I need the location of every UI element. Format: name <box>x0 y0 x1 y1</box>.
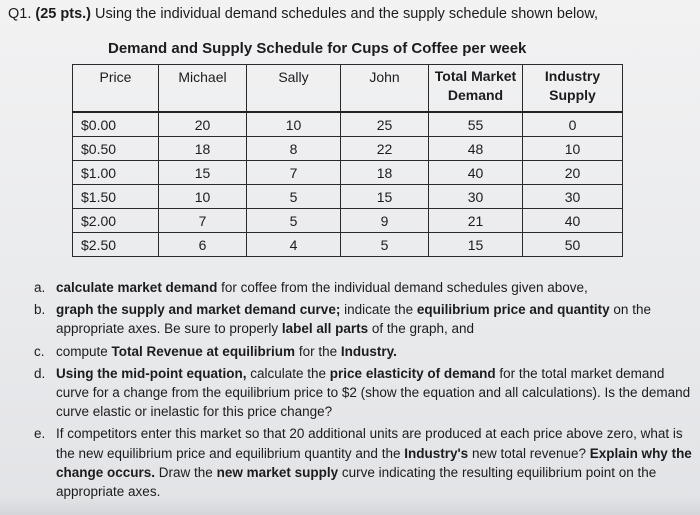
cell-price: $1.50 <box>72 184 159 209</box>
cell-total: 15 <box>428 232 523 257</box>
task-text-bold: Industry's <box>404 445 469 461</box>
table-row: $0.00 20 10 25 55 0 <box>72 111 623 137</box>
task-a: a. calculate market demand for coffee fr… <box>34 278 694 297</box>
col-header-price: Price <box>72 64 159 113</box>
cell-michael: 6 <box>158 232 247 257</box>
cell-michael: 7 <box>158 208 247 233</box>
cell-michael: 15 <box>158 160 247 185</box>
cell-michael: 10 <box>158 184 247 209</box>
cell-michael: 20 <box>158 111 247 137</box>
task-text-bold: calculate market demand <box>56 280 218 295</box>
task-text: curve indicating the resulting equilibri… <box>56 464 657 500</box>
task-text-bold: Industry. <box>340 343 397 359</box>
task-text-bold: Using the mid-point equation, <box>56 365 247 381</box>
cell-price: $0.50 <box>72 136 159 161</box>
cell-price: $2.50 <box>72 232 159 257</box>
cell-sally: 7 <box>246 160 341 185</box>
cell-supply: 50 <box>522 232 623 257</box>
task-list: a. calculate market demand for coffee fr… <box>34 278 694 504</box>
task-e: e. If competitors enter this market so t… <box>34 424 694 501</box>
question-prompt: Using the individual demand schedules an… <box>95 6 599 22</box>
cell-total: 55 <box>428 111 523 137</box>
cell-supply: 10 <box>522 136 623 161</box>
schedule-table: Price Michael Sally John Total Market De… <box>72 64 623 257</box>
cell-sally: 10 <box>246 111 341 137</box>
cell-sally: 5 <box>246 208 341 233</box>
cell-michael: 18 <box>158 136 247 161</box>
task-b: b. graph the supply and market demand cu… <box>34 300 694 338</box>
task-marker: b. <box>34 302 46 318</box>
page-shadow <box>0 497 700 515</box>
cell-supply: 0 <box>522 111 623 137</box>
question-points: (25 pts.) <box>35 6 91 22</box>
task-text: Draw the <box>155 464 217 480</box>
table-row: $1.50 10 5 15 30 30 <box>72 184 623 209</box>
cell-john: 9 <box>340 208 429 233</box>
col-header-industry-supply: Industry Supply <box>522 64 623 113</box>
task-text-bold: Total Revenue at equilibrium <box>111 343 296 359</box>
question-number: Q1. <box>8 6 32 22</box>
cell-sally: 8 <box>246 136 341 161</box>
task-marker: a. <box>34 280 46 295</box>
task-text-bold: equilibrium price and quantity <box>416 302 610 318</box>
cell-supply: 30 <box>522 184 623 209</box>
task-text: for coffee from the individual demand sc… <box>217 280 588 295</box>
task-marker: d. <box>34 365 46 381</box>
col-header-supply-line1: Industry <box>544 68 601 84</box>
cell-supply: 40 <box>522 208 623 233</box>
cell-price: $1.00 <box>72 160 159 185</box>
cell-supply: 20 <box>522 160 623 185</box>
task-text: If competitors enter this market so that… <box>56 426 683 461</box>
cell-sally: 4 <box>246 232 341 257</box>
table-header-row: Price Michael Sally John Total Market De… <box>72 64 623 113</box>
cell-sally: 5 <box>246 184 341 209</box>
cell-price: $2.00 <box>72 208 159 233</box>
question-header: Q1. (25 pts.) Using the individual deman… <box>8 6 598 22</box>
task-text: for the <box>295 343 341 359</box>
task-c: c. compute Total Revenue at equilibrium … <box>34 342 694 361</box>
cell-john: 5 <box>340 232 429 257</box>
cell-john: 25 <box>340 111 429 137</box>
task-text-bold: Explain why the change occurs. <box>56 445 692 480</box>
task-d: d. Using the mid-point equation, calcula… <box>34 364 694 422</box>
task-text-bold: graph the supply and market demand curve… <box>56 302 341 318</box>
task-text-bold: new market supply <box>216 464 339 480</box>
task-text: on the appropriate axes. Be sure to prop… <box>56 302 651 337</box>
cell-john: 15 <box>340 184 429 209</box>
col-header-total-line1: Total Market <box>434 68 517 84</box>
col-header-john: John <box>340 64 429 113</box>
cell-john: 18 <box>340 160 429 185</box>
table-row: $1.00 15 7 18 40 20 <box>72 160 623 185</box>
task-text: for the total market demand curve for a … <box>56 365 691 420</box>
cell-total: 30 <box>428 184 523 209</box>
col-header-michael: Michael <box>158 64 247 113</box>
cell-john: 22 <box>340 136 429 161</box>
task-marker: e. <box>34 426 46 442</box>
table-row: $2.00 7 5 9 21 40 <box>72 208 623 233</box>
task-text: indicate the <box>340 302 417 318</box>
task-text-bold: label all parts <box>281 321 369 337</box>
col-header-total-line2: Demand <box>447 87 504 103</box>
task-text: compute <box>56 343 112 359</box>
task-marker: c. <box>34 343 45 359</box>
task-text: calculate the <box>246 365 330 381</box>
task-text-bold: price elasticity of demand <box>329 365 496 381</box>
table-row: $2.50 6 4 5 15 50 <box>72 232 623 257</box>
col-header-sally: Sally <box>246 64 341 113</box>
col-header-supply-line2: Supply <box>549 87 596 103</box>
task-text: new total revenue? <box>468 445 590 461</box>
col-header-total-market-demand: Total Market Demand <box>428 64 523 113</box>
cell-total: 21 <box>428 208 523 233</box>
cell-total: 48 <box>428 136 523 161</box>
task-text: of the graph, and <box>368 321 475 337</box>
cell-total: 40 <box>428 160 523 185</box>
table-title: Demand and Supply Schedule for Cups of C… <box>108 40 527 57</box>
cell-price: $0.00 <box>72 111 159 137</box>
table-row: $0.50 18 8 22 48 10 <box>72 136 623 161</box>
